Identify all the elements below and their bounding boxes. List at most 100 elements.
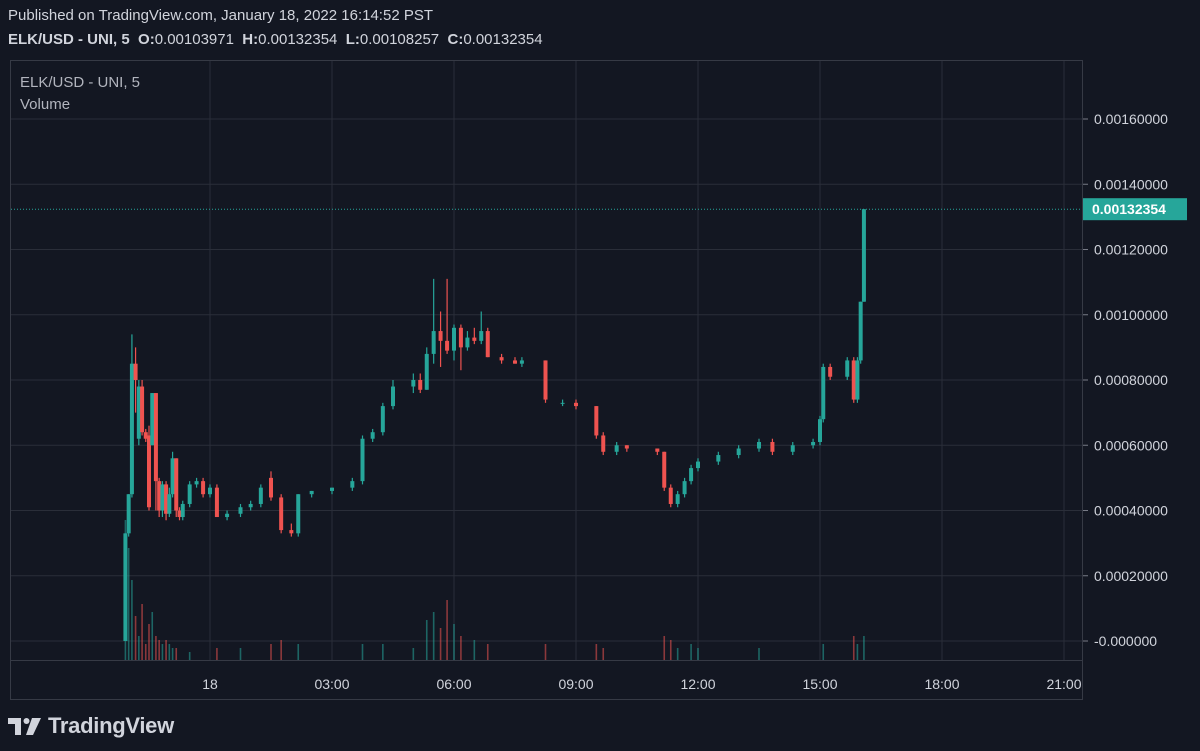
volume-bar	[127, 548, 130, 660]
candles	[123, 209, 866, 641]
volume-bar	[361, 644, 364, 660]
time-axis: 18 03:00 06:00 09:00 12:00 15:00 18:00 21:00	[202, 676, 1082, 692]
volume-bar	[595, 644, 598, 660]
candle-body	[601, 435, 606, 452]
candle-body	[208, 487, 212, 495]
candle-body	[458, 327, 463, 348]
candle-body	[696, 461, 700, 469]
candle-body	[662, 451, 667, 488]
candle-body	[614, 445, 619, 452]
candle-body	[499, 357, 504, 361]
candle-body	[214, 487, 219, 518]
candle-body	[624, 445, 629, 449]
last-price-label: 0.00132354	[1092, 201, 1166, 217]
candle-body	[736, 448, 741, 456]
y-tick-label: 0.00100000	[1094, 307, 1168, 323]
x-tick-label: 15:00	[802, 676, 837, 692]
candle-body	[238, 507, 243, 514]
x-tick-label: 03:00	[314, 676, 349, 692]
candle-body	[123, 533, 128, 641]
volume-bar	[175, 648, 178, 660]
y-tick-label: 0.00140000	[1094, 176, 1168, 192]
volume-bar	[270, 644, 272, 660]
close-label: C:	[447, 31, 464, 48]
volume-bar	[168, 644, 171, 660]
candle-body	[811, 441, 816, 446]
volume-bar	[453, 624, 455, 660]
volume-bar	[432, 612, 435, 660]
x-tick-label: 06:00	[436, 676, 471, 692]
candle-body	[411, 380, 416, 387]
candle-body	[418, 380, 423, 390]
candle-body	[445, 340, 450, 351]
candle-body	[201, 481, 206, 495]
candle-body	[133, 363, 138, 380]
candle-body	[828, 366, 833, 377]
volume-bar	[171, 648, 174, 660]
volume-bar	[446, 600, 448, 660]
volume-bar	[382, 644, 384, 660]
y-tick-label: 0.00060000	[1094, 437, 1168, 453]
volume-bar	[663, 636, 666, 660]
candle-body	[682, 481, 687, 495]
volume-bar	[697, 648, 699, 660]
volume-bar	[439, 628, 442, 660]
low-value: 0.00108257	[359, 31, 440, 48]
price-scale-border	[1082, 60, 1083, 700]
y-tick-label: 0.00020000	[1094, 568, 1168, 584]
candle-body	[269, 477, 273, 498]
volume-bar	[280, 640, 282, 660]
ohlc-line: ELK/USD - UNI, 5 O:0.00103971 H:0.001323…	[8, 31, 543, 48]
volume-bar	[690, 644, 692, 660]
volume-bar	[822, 644, 825, 660]
high-label: H:	[242, 31, 259, 48]
legend-symbol[interactable]: ELK/USD - UNI, 5	[20, 74, 141, 91]
price-axis: 0.00160000 0.00140000 0.00120000 0.00100000…	[1083, 111, 1168, 649]
candle-body	[147, 435, 151, 508]
tradingview-logo[interactable]: TradingView	[8, 713, 174, 739]
candle-body	[438, 331, 443, 341]
candle-body	[594, 406, 599, 436]
candle-body	[126, 494, 131, 534]
y-tick-label: 0.00160000	[1094, 111, 1168, 127]
tradingview-brand: TradingView	[48, 713, 174, 738]
candle-body	[770, 441, 775, 452]
candle-body	[855, 360, 860, 400]
candle-body	[309, 490, 314, 495]
candle-body	[360, 438, 365, 482]
candle-body	[513, 360, 517, 364]
candlestick-chart[interactable]: 0.00132354 0.00160000 0.00140000 0.0012000…	[0, 0, 1200, 702]
last-price-tag	[1083, 198, 1187, 221]
volume-bar	[148, 624, 150, 660]
candle-body	[296, 494, 301, 534]
volume-bar	[486, 644, 489, 660]
candle-body	[519, 360, 524, 364]
candle-body	[225, 513, 230, 518]
candle-body	[350, 481, 355, 488]
open-value: 0.00103971	[154, 31, 234, 48]
open-label: O:	[138, 31, 155, 48]
volume-bar	[155, 636, 157, 660]
published-line: Published on TradingView.com, January 18…	[8, 7, 434, 24]
volume-bar	[216, 648, 218, 660]
volume-bar	[131, 580, 133, 660]
candle-body	[391, 386, 395, 407]
x-tick-label: 18	[202, 676, 218, 692]
volume-bar	[297, 644, 300, 660]
volume-bar	[544, 644, 547, 660]
chart-header: Published on TradingView.com, January 18…	[0, 0, 1200, 58]
candle-body	[258, 487, 263, 504]
candle-body	[177, 510, 182, 518]
volume-bar	[856, 644, 859, 660]
symbol-label: ELK/USD - UNI, 5	[8, 31, 130, 48]
legend-volume[interactable]: Volume	[20, 96, 71, 113]
volume-bar	[669, 640, 672, 660]
candle-body	[143, 432, 148, 439]
volume-bar	[863, 636, 865, 660]
tradingview-logo-icon	[8, 718, 41, 735]
volume-bar	[758, 648, 760, 660]
volume-bar	[239, 648, 242, 660]
last-price-line: 0.00132354	[11, 198, 1187, 221]
candle-body	[129, 363, 134, 495]
volume-bar	[165, 640, 167, 660]
